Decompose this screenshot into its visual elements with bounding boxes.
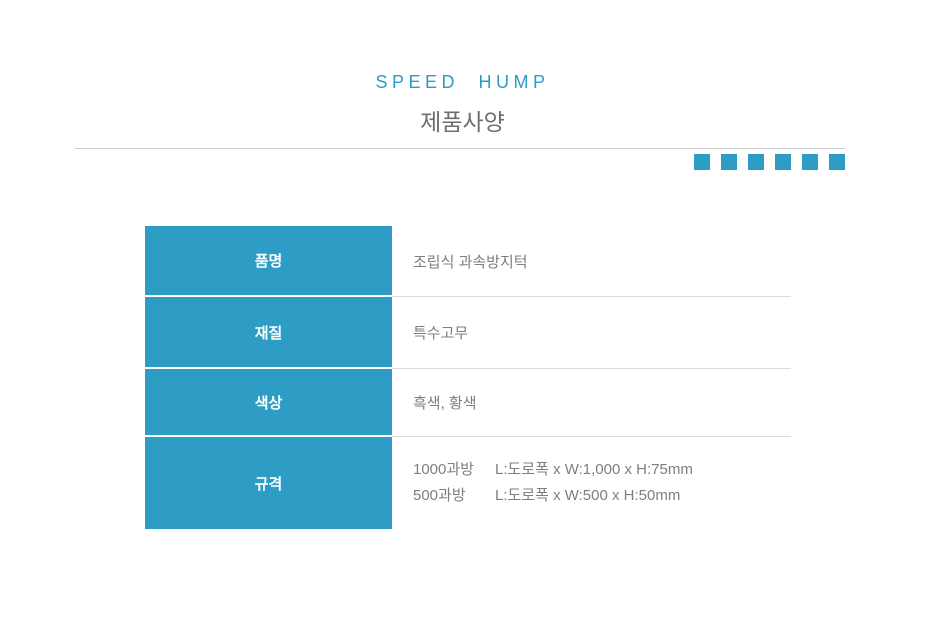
page-title: SPEED HUMP xyxy=(375,72,550,92)
row-label-material: 재질 xyxy=(145,297,392,369)
accent-square xyxy=(721,154,737,170)
table-row: 규격 1000과방 L:도로폭 x W:1,000 x H:75mm 500과방… xyxy=(145,437,791,529)
spec-line-1000: 1000과방 L:도로폭 x W:1,000 x H:75mm xyxy=(413,457,791,483)
row-label-specification: 규격 xyxy=(145,437,392,529)
spec-dimensions-500: L:도로폭 x W:500 x H:50mm xyxy=(495,487,681,504)
page-subtitle: 제품사양 xyxy=(420,109,505,135)
spec-model-500: 500과방 xyxy=(413,487,466,504)
accent-squares xyxy=(694,154,845,170)
spec-model-1000: 1000과방 xyxy=(413,461,474,478)
accent-square xyxy=(694,154,710,170)
table-row: 색상 흑색, 황색 xyxy=(145,369,791,437)
accent-square xyxy=(829,154,845,170)
accent-square xyxy=(748,154,764,170)
accent-square xyxy=(802,154,818,170)
row-label-product-name: 품명 xyxy=(145,226,392,297)
table-row: 재질 특수고무 xyxy=(145,297,791,369)
spec-dimensions-1000: L:도로폭 x W:1,000 x H:75mm xyxy=(495,461,693,478)
spec-line-500: 500과방 L:도로폭 x W:500 x H:50mm xyxy=(413,483,791,509)
accent-square xyxy=(775,154,791,170)
row-value-product-name: 조립식 과속방지턱 xyxy=(413,253,528,271)
row-label-color: 색상 xyxy=(145,369,392,437)
table-row: 품명 조립식 과속방지턱 xyxy=(145,226,791,297)
header-divider xyxy=(75,148,845,149)
spec-table: 품명 조립식 과속방지턱 재질 특수고무 색상 흑색, 황색 규격 1000과방… xyxy=(145,226,791,529)
row-value-color: 흑색, 황색 xyxy=(413,395,477,412)
row-value-material: 특수고무 xyxy=(413,325,469,342)
